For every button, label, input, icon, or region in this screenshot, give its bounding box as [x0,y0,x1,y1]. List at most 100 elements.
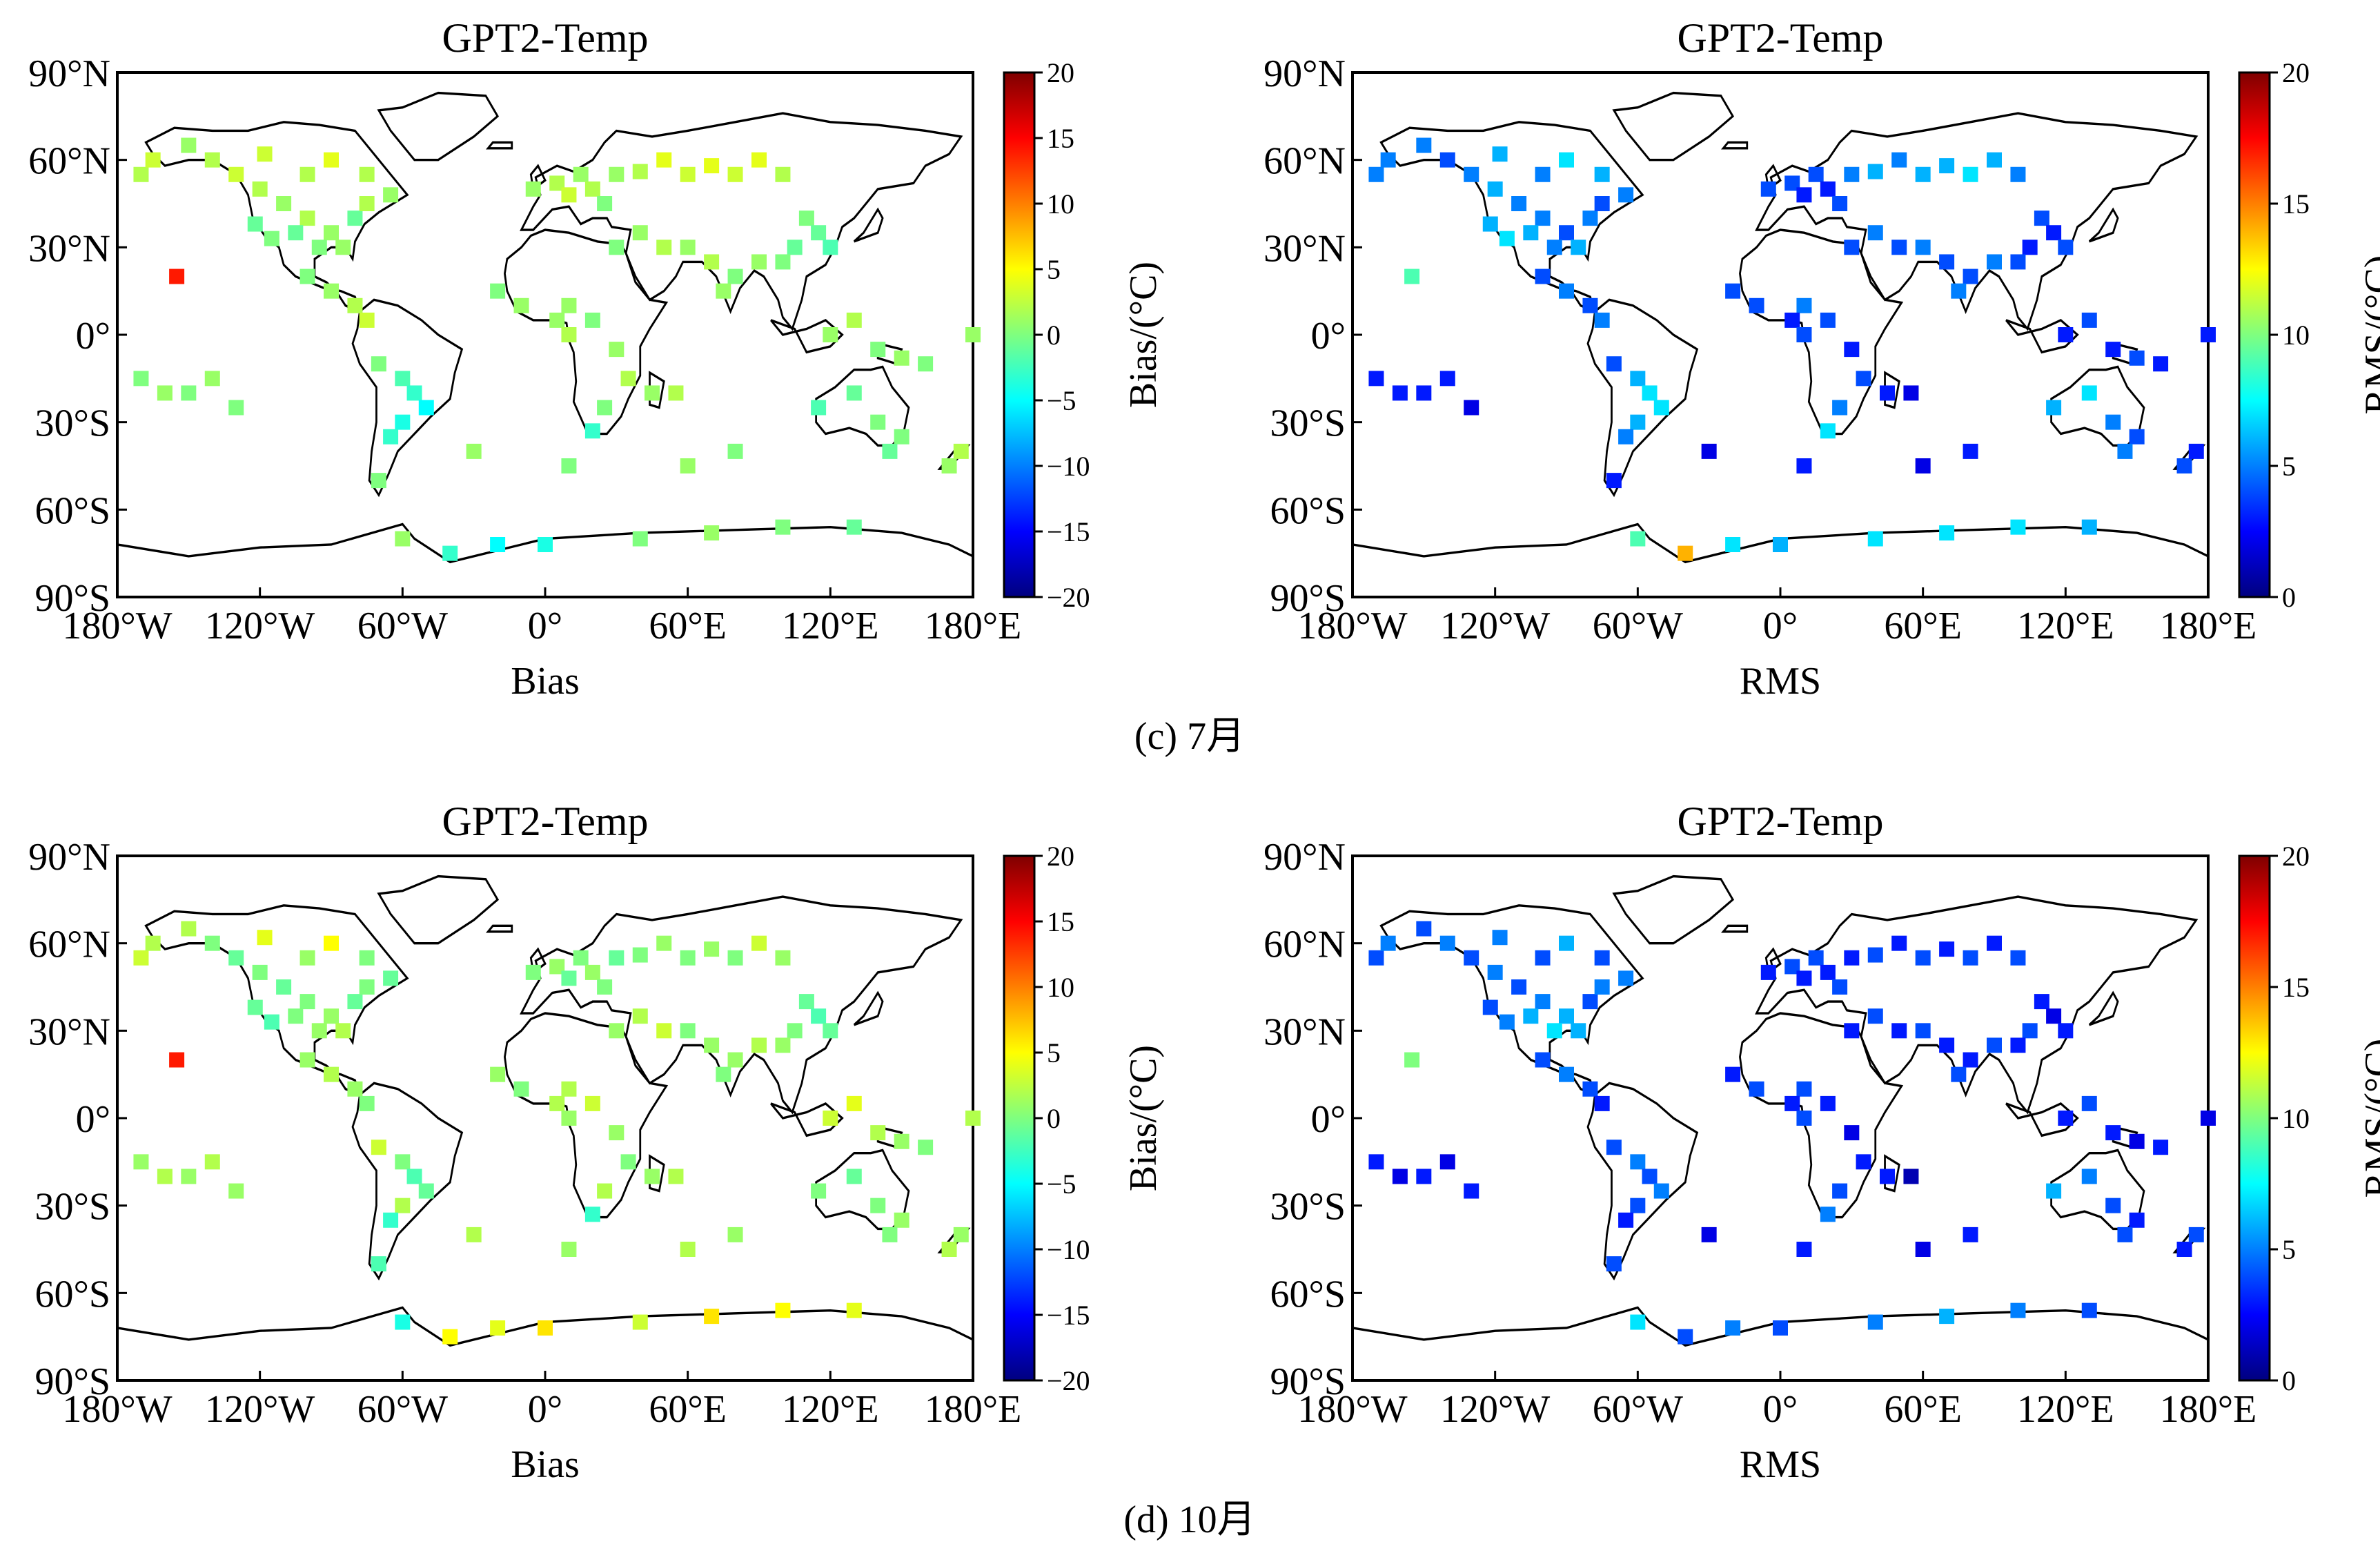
station-point [395,414,411,430]
station-point [1523,225,1539,241]
station-point [395,1198,411,1213]
station-point [811,400,827,416]
station-point [1784,959,1800,975]
station-point [1963,443,1978,459]
station-point [1820,964,1836,980]
station-point [953,1227,969,1242]
station-point [918,1140,934,1155]
y-tick-label: 30°N [1263,227,1346,270]
station-point [609,342,624,358]
station-point [525,964,541,980]
station-point [1725,537,1741,552]
station-point [2022,1023,2038,1039]
station-point [288,1008,304,1024]
station-point [169,1052,185,1068]
x-axis-label: RMS [1740,660,1821,703]
x-tick-label: 180°E [2160,1388,2257,1431]
station-point [1535,166,1551,182]
station-point [1368,1154,1384,1170]
station-point [490,537,506,552]
station-point [359,1095,375,1111]
station-point [632,225,648,241]
station-point [787,1023,803,1039]
station-point [1678,1329,1693,1345]
colorbar: 20 15 10 5 0 RMS/(°C) [2238,57,2380,613]
station-point [1642,1169,1658,1184]
station-point [157,1169,173,1184]
station-point [2058,240,2074,255]
station-point [894,429,909,444]
station-point [311,1023,327,1039]
station-point [680,240,696,255]
station-point [704,1309,720,1325]
x-axis-ticks: 180°W 120°W 60°W 0° 60°E 120°E 180°E [62,1371,1021,1431]
station-point [538,537,553,552]
station-point [597,196,613,211]
station-point [680,1242,696,1257]
station-point [1939,1309,1955,1325]
station-point [1987,152,2002,168]
station-point [573,166,589,182]
station-point [2188,443,2204,459]
station-point [846,1169,862,1184]
y-tick-label: 60°N [28,140,110,183]
station-point [680,166,696,182]
station-points [1368,921,2216,1345]
station-point [727,1227,743,1242]
station-point [2153,356,2169,372]
station-point [257,146,273,162]
station-point [1749,1081,1764,1097]
station-point [1594,1095,1610,1111]
colorbar-tick-label: 5 [2282,1234,2296,1265]
station-point [2046,400,2062,416]
station-point [276,196,292,211]
station-point [1903,385,1919,401]
station-point [1844,342,1860,358]
station-point [359,196,375,211]
station-point [1951,1066,1967,1082]
station-point [2176,458,2192,473]
station-point [1380,935,1396,951]
station-point [1653,400,1669,416]
station-point [549,312,565,328]
station-point [561,1081,577,1097]
station-point [1606,473,1622,489]
y-tick-label: 60°N [28,924,110,966]
station-point [395,371,411,387]
x-tick-label: 0° [1763,1388,1798,1431]
station-point [609,1023,624,1039]
panel-title: GPT2-Temp [442,15,648,61]
station-point [704,254,720,270]
y-tick-label: 60°N [1263,924,1346,966]
station-point [324,152,339,168]
station-point [1499,231,1515,246]
station-point [1963,950,1978,966]
station-point [1796,327,1812,342]
station-point [383,187,399,203]
x-axis-ticks: 180°W 120°W 60°W 0° 60°E 120°E 180°E [1297,1371,2256,1431]
station-point [1832,400,1848,416]
station-point [1559,152,1574,168]
colorbar-tick-label: 20 [2282,57,2310,88]
station-point [1832,196,1848,211]
station-point [406,1169,422,1184]
station-point [1464,166,1479,182]
station-point [775,1037,791,1053]
station-point [466,1227,482,1242]
station-point [609,166,624,182]
station-point [1464,400,1479,416]
station-point [680,950,696,966]
panel-c-rms: GPT2-Temp 90°N 60°N 30°N 0° 30°S 60°S 90°S 180… [1263,15,2380,703]
station-point [2081,312,2097,328]
station-point [1939,158,1955,174]
station-point [609,950,624,966]
station-point [1963,166,1978,182]
station-point [371,356,386,372]
station-point [2201,1111,2216,1126]
station-point [1535,1052,1551,1068]
colorbar-tick-label: −5 [1047,1169,1076,1200]
colorbar-tick-label: 10 [1047,188,1074,219]
station-point [288,225,304,241]
station-point [442,545,458,561]
panel-title: GPT2-Temp [1677,799,1883,844]
